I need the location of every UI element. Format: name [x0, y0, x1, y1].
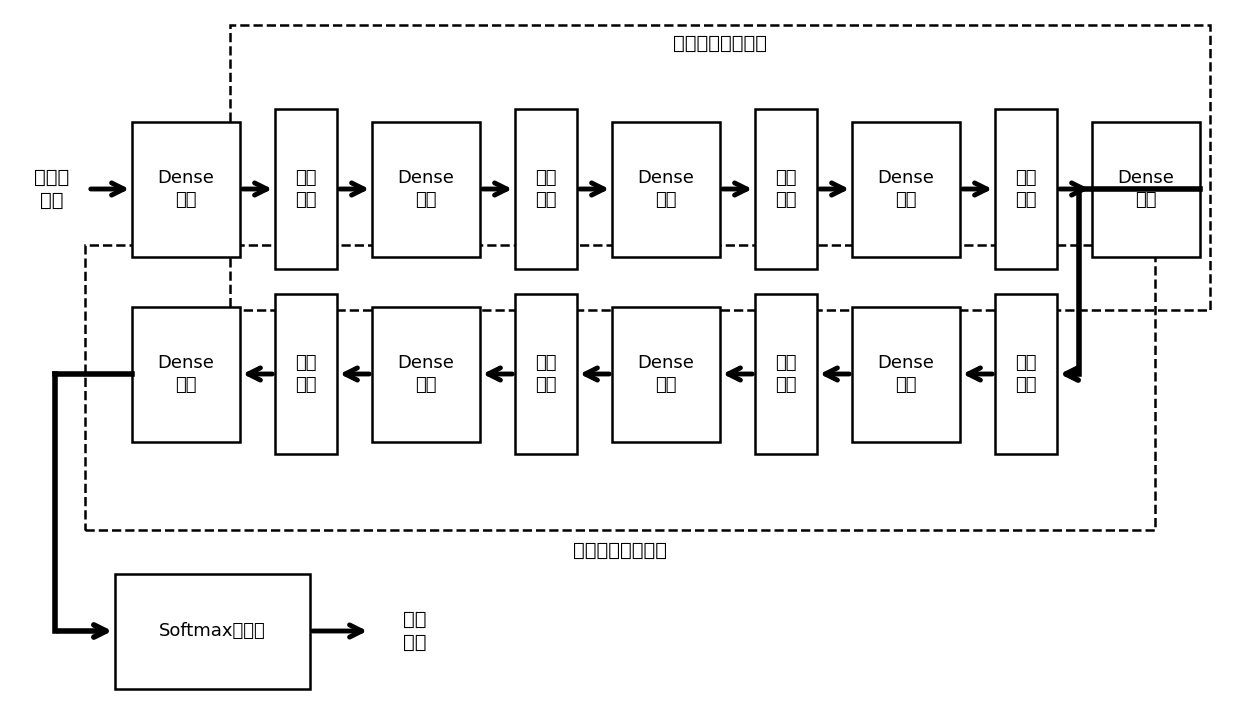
Bar [131, 122, 241, 257]
Bar [372, 306, 480, 441]
Text: 下采
样层: 下采 样层 [536, 169, 557, 209]
Text: Softmax分类器: Softmax分类器 [159, 622, 265, 640]
Text: 下采
样层: 下采 样层 [295, 169, 316, 209]
Text: Dense
网络: Dense 网络 [398, 354, 454, 394]
Text: 上采
样层: 上采 样层 [295, 354, 316, 394]
Bar [613, 306, 720, 441]
Bar [275, 109, 337, 269]
Text: 血管壁
图像: 血管壁 图像 [35, 168, 69, 210]
Bar [515, 294, 577, 454]
Text: 压缩抽取特征部分: 压缩抽取特征部分 [573, 541, 667, 559]
Bar [852, 306, 960, 441]
Bar [115, 574, 310, 689]
Bar [613, 122, 720, 257]
Text: Dense
网络: Dense 网络 [637, 354, 694, 394]
Text: 上采
样层: 上采 样层 [1016, 354, 1037, 394]
Bar [515, 109, 577, 269]
Bar [275, 294, 337, 454]
Text: Dense
网络: Dense 网络 [637, 169, 694, 209]
Text: 上采
样层: 上采 样层 [536, 354, 557, 394]
Bar [229, 25, 1210, 310]
Text: Dense
网络: Dense 网络 [398, 169, 454, 209]
Text: Dense
网络: Dense 网络 [157, 169, 215, 209]
Text: Dense
网络: Dense 网络 [878, 169, 935, 209]
Bar [755, 109, 817, 269]
Bar [131, 306, 241, 441]
Text: 下采
样层: 下采 样层 [1016, 169, 1037, 209]
Text: Dense
网络: Dense 网络 [1117, 169, 1174, 209]
Text: 压缩抽取特征部分: 压缩抽取特征部分 [673, 34, 768, 52]
Bar [755, 294, 817, 454]
Text: Dense
网络: Dense 网络 [878, 354, 935, 394]
Text: 上采
样层: 上采 样层 [775, 354, 797, 394]
Bar [994, 294, 1056, 454]
Bar [1092, 122, 1200, 257]
Bar [372, 122, 480, 257]
Text: 分割
结果: 分割 结果 [403, 610, 427, 652]
Text: 下采
样层: 下采 样层 [775, 169, 797, 209]
Bar [86, 245, 1154, 530]
Bar [994, 109, 1056, 269]
Text: Dense
网络: Dense 网络 [157, 354, 215, 394]
Bar [852, 122, 960, 257]
